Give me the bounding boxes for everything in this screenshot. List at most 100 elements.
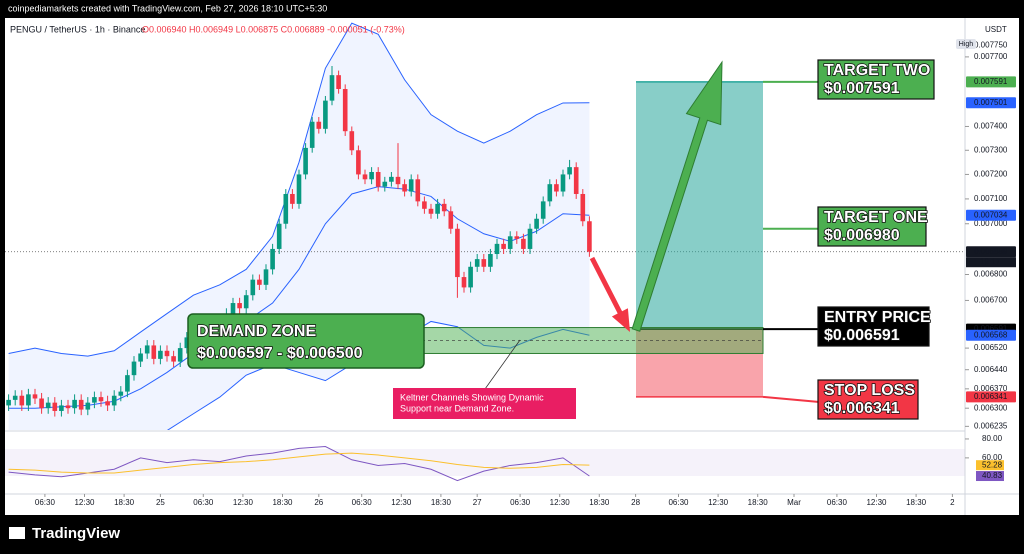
y-tick-label: 0.007300 <box>974 145 1008 154</box>
candle-body <box>85 402 91 410</box>
candle-body <box>468 266 473 288</box>
candle-body <box>527 228 533 249</box>
level-name: ENTRY PRICE <box>824 309 931 326</box>
candle-body <box>276 223 282 249</box>
level-price: $0.006980 <box>824 227 900 244</box>
candle-body <box>250 279 256 296</box>
candle-body <box>72 399 77 409</box>
price-marker <box>966 246 1016 258</box>
candle-body <box>514 236 520 239</box>
x-tick-label: 27 <box>473 498 482 507</box>
candle-body <box>415 179 421 202</box>
level-price: $0.006341 <box>824 400 900 417</box>
chart-background <box>5 18 1019 515</box>
y-tick-label: 0.007750 <box>974 41 1008 50</box>
x-tick-label: 12:30 <box>866 498 887 507</box>
candle-body <box>573 167 579 194</box>
candle-body <box>488 254 493 267</box>
rsi-line <box>8 446 590 482</box>
price-marker <box>966 97 1016 109</box>
candle-body <box>65 405 71 409</box>
rsi-tick-label: 60.00 <box>982 453 1003 462</box>
candle-body <box>356 150 361 175</box>
countdown: 19:17 <box>980 257 1001 266</box>
candle-body <box>435 203 440 214</box>
level-name: STOP LOSS <box>824 382 915 399</box>
y-tick-label: 0.007700 <box>974 52 1008 61</box>
y-tick-label: 0.006235 <box>974 421 1008 430</box>
rsi-marker <box>976 471 1004 482</box>
candle-body <box>336 75 341 90</box>
candle-body <box>309 121 315 148</box>
channel-band <box>8 23 590 430</box>
candle-body <box>59 405 64 411</box>
candle-body <box>296 174 302 204</box>
candle-body <box>177 348 183 362</box>
brand: TradingView <box>32 525 120 542</box>
candle-body <box>389 176 394 182</box>
candle-body <box>230 303 236 314</box>
y-tick-label: 0.006520 <box>974 343 1008 352</box>
price-marker-label: 0.006568 <box>974 330 1008 339</box>
x-tick-label: 18:30 <box>748 498 769 507</box>
channel-line <box>8 22 590 357</box>
level-name: TARGET TWO <box>824 62 930 79</box>
x-tick-label: 25 <box>156 498 165 507</box>
rsi-marker <box>976 460 1004 471</box>
up-arrow <box>631 60 723 332</box>
level-box <box>817 306 930 347</box>
candle-body <box>19 395 25 406</box>
rsi-marker-label: 40.83 <box>982 471 1003 480</box>
candle-body <box>303 147 308 175</box>
candle-body <box>164 350 170 357</box>
logo-icon <box>9 527 25 539</box>
demand-zone-box <box>187 313 425 369</box>
candle-body <box>329 75 335 101</box>
x-tick-label: 06:30 <box>668 498 689 507</box>
annotations: DEMAND ZONE $0.006597 - $0.006500 Keltner … <box>187 59 935 420</box>
x-tick-label: 06:30 <box>352 498 373 507</box>
scale-badge: High <box>959 41 974 48</box>
level-box <box>817 206 927 247</box>
candle-body <box>52 402 58 411</box>
candle-body <box>111 395 117 406</box>
rsi-line <box>8 452 590 474</box>
candle-body <box>270 248 275 270</box>
level-price: $0.007591 <box>824 80 900 97</box>
candle-body <box>131 361 137 376</box>
candle-body <box>494 243 500 255</box>
candle-body <box>323 100 328 129</box>
candle-body <box>290 193 295 204</box>
candle-body <box>362 174 368 180</box>
x-tick-label: 06:30 <box>35 498 56 507</box>
y-tick-label: 0.006440 <box>974 365 1008 374</box>
candle-body <box>422 201 427 209</box>
candle-body <box>382 181 388 187</box>
candle-body <box>408 179 414 192</box>
price-marker <box>966 391 1016 403</box>
candle-body <box>567 167 572 175</box>
candle-body <box>547 184 553 202</box>
price-marker-label: 0.007034 <box>974 210 1008 219</box>
price-marker-label: 0.006591 <box>974 324 1008 333</box>
price-marker-label: 0.007501 <box>974 98 1008 107</box>
candle-body <box>540 201 546 219</box>
candle-body <box>45 402 51 409</box>
price-marker <box>966 209 1016 221</box>
note-text: Keltner Channels Showing Dynamic <box>400 392 544 402</box>
note-text: Support near Demand Zone. <box>400 403 514 413</box>
candle-body <box>461 277 467 288</box>
candle-body <box>580 193 586 222</box>
candle-body <box>105 401 110 406</box>
level-name: TARGET ONE <box>824 209 928 226</box>
candle-body <box>534 218 539 229</box>
countdown-bg <box>966 257 1016 268</box>
x-tick-label: 06:30 <box>510 498 531 507</box>
candle-body <box>402 184 407 192</box>
candle-body <box>125 375 130 392</box>
candle-body <box>560 174 566 192</box>
candle-body <box>263 269 269 285</box>
y-tick-label: 0.007100 <box>974 194 1008 203</box>
candle-body <box>342 89 348 132</box>
